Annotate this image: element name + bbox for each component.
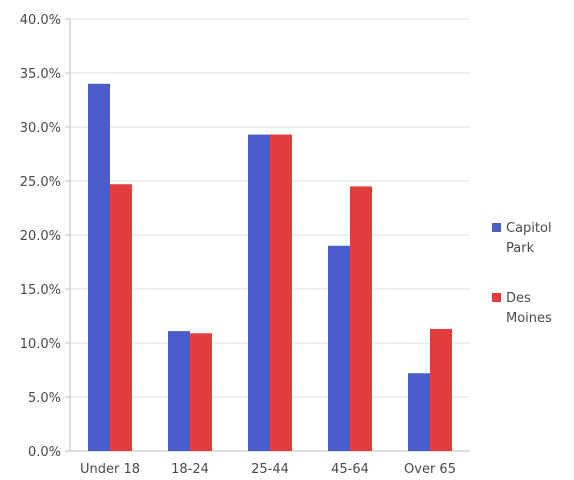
y-tick-label: 25.0% xyxy=(20,175,61,190)
legend-label: Park xyxy=(506,241,535,256)
y-axis: 0.0% 5.0% 10.0% 15.0% 20.0% 25.0% 30.0% 35.0% 40… xyxy=(20,13,71,460)
legend: Capitol Park Des Moines xyxy=(492,221,552,326)
legend-item: Capitol Park xyxy=(492,221,552,256)
y-tick-label: 30.0% xyxy=(20,121,61,136)
y-tick-label: 10.0% xyxy=(20,337,61,352)
bar-capitol-park xyxy=(168,331,190,451)
bar-capitol-park xyxy=(88,83,110,452)
legend-swatch xyxy=(492,223,501,232)
bar-capitol-park xyxy=(248,134,270,451)
legend-item: Des Moines xyxy=(492,291,552,326)
bar-des-moines xyxy=(350,186,372,451)
bar-des-moines xyxy=(110,184,132,452)
bars xyxy=(88,83,452,452)
x-category-label: 45-64 xyxy=(331,462,369,477)
x-category-label: 25-44 xyxy=(251,462,289,477)
y-tick-label: 5.0% xyxy=(28,391,61,406)
x-category-label: 18-24 xyxy=(171,462,209,477)
x-category-label: Under 18 xyxy=(80,462,140,477)
bar-des-moines xyxy=(190,333,212,451)
x-category-label: Over 65 xyxy=(404,462,456,477)
bar-des-moines xyxy=(430,328,452,451)
legend-label: Des xyxy=(506,291,531,306)
y-tick-label: 0.0% xyxy=(28,445,61,460)
legend-swatch xyxy=(492,293,501,302)
legend-label: Capitol xyxy=(506,221,552,236)
bar-capitol-park xyxy=(328,245,350,451)
bar-des-moines xyxy=(270,134,292,451)
y-tick-label: 15.0% xyxy=(20,283,61,298)
x-axis: Under 18 18-24 25-44 45-64 Over 65 xyxy=(80,462,456,477)
y-tick-label: 20.0% xyxy=(20,229,61,244)
legend-label: Moines xyxy=(506,311,552,326)
bar-capitol-park xyxy=(408,373,430,451)
y-tick-label: 40.0% xyxy=(20,13,61,28)
y-tick-label: 35.0% xyxy=(20,67,61,82)
